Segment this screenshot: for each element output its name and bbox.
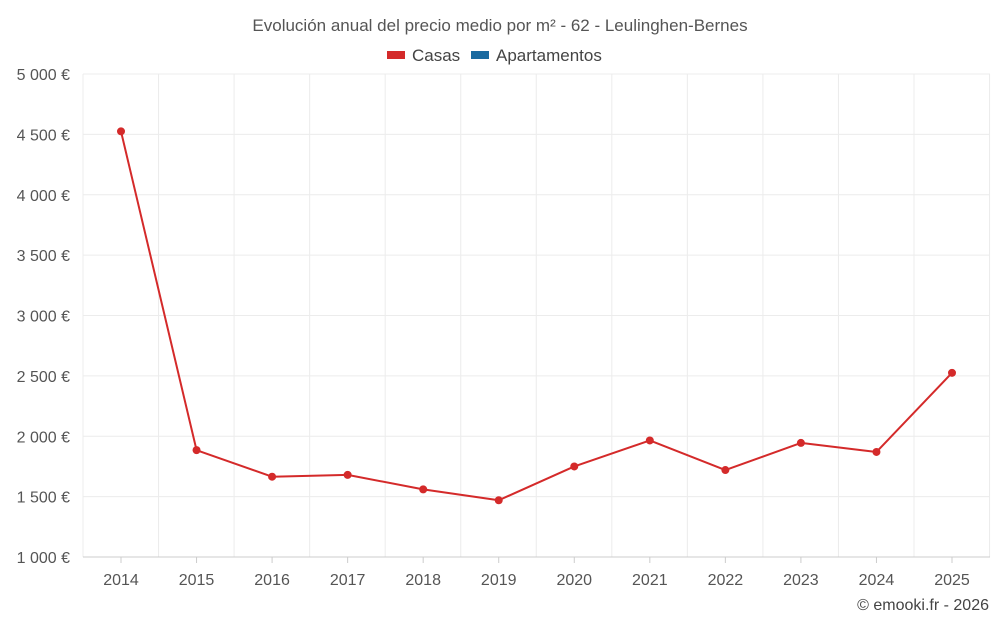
y-tick-label: 1 500 € (17, 490, 70, 507)
chart-title: Evolución anual del precio medio por m² … (252, 16, 747, 35)
x-tick-label: 2018 (405, 572, 441, 589)
series-line-casas (120, 131, 953, 502)
x-tick-label: 2014 (103, 572, 139, 589)
x-tick-label: 2019 (481, 572, 517, 589)
x-tick-label: 2021 (632, 572, 668, 589)
data-point-casas-2017[interactable] (343, 470, 352, 479)
x-tick-label: 2016 (254, 572, 290, 589)
y-tick-label: 3 000 € (17, 309, 70, 326)
data-point-casas-2018[interactable] (419, 485, 428, 494)
data-point-casas-2015[interactable] (192, 446, 201, 455)
x-tick-label: 2022 (708, 572, 744, 589)
y-tick-label: 4 500 € (17, 127, 70, 144)
y-tick-label: 2 500 € (17, 369, 70, 386)
data-point-casas-2022[interactable] (721, 466, 730, 475)
data-point-casas-2021[interactable] (645, 436, 654, 445)
legend-swatch-apartamentos (471, 51, 489, 59)
legend-item-apartamentos[interactable]: Apartamentos (471, 46, 602, 65)
data-point-casas-2020[interactable] (570, 462, 579, 471)
legend-label-casas: Casas (412, 46, 460, 65)
x-tick-label: 2023 (783, 572, 819, 589)
y-tick-label: 4 000 € (17, 188, 70, 205)
series (117, 127, 956, 505)
data-point-casas-2024[interactable] (872, 447, 881, 456)
data-point-casas-2019[interactable] (494, 496, 503, 505)
legend-swatch-casas (387, 51, 405, 59)
y-axis: 5 000 € 4 500 € 4 000 € 3 500 € 3 000 € 2 500… (17, 67, 70, 567)
x-tick-label: 2025 (934, 572, 970, 589)
credit-text: © emooki.fr - 2026 (857, 597, 989, 614)
x-tick-label: 2020 (556, 572, 592, 589)
y-tick-label: 2 000 € (17, 429, 70, 446)
y-tick-label: 5 000 € (17, 67, 70, 84)
legend-item-casas[interactable]: Casas (387, 46, 460, 65)
data-point-casas-2025[interactable] (948, 368, 956, 377)
x-tick-label: 2015 (179, 572, 215, 589)
x-tick-label: 2024 (859, 572, 895, 589)
legend-label-apartamentos: Apartamentos (496, 46, 602, 65)
y-tick-label: 3 500 € (17, 248, 70, 265)
gridlines (82, 73, 991, 558)
data-point-casas-2016[interactable] (268, 472, 277, 481)
y-tick-label: 1 000 € (17, 550, 70, 567)
data-point-casas-2023[interactable] (796, 438, 805, 447)
data-point-casas-2014[interactable] (117, 127, 125, 136)
x-tick-label: 2017 (330, 572, 366, 589)
legend: Casas Apartamentos (387, 46, 602, 65)
x-axis: 2014 2015 2016 2017 2018 2019 2020 2021 2022 2023… (83, 556, 990, 589)
